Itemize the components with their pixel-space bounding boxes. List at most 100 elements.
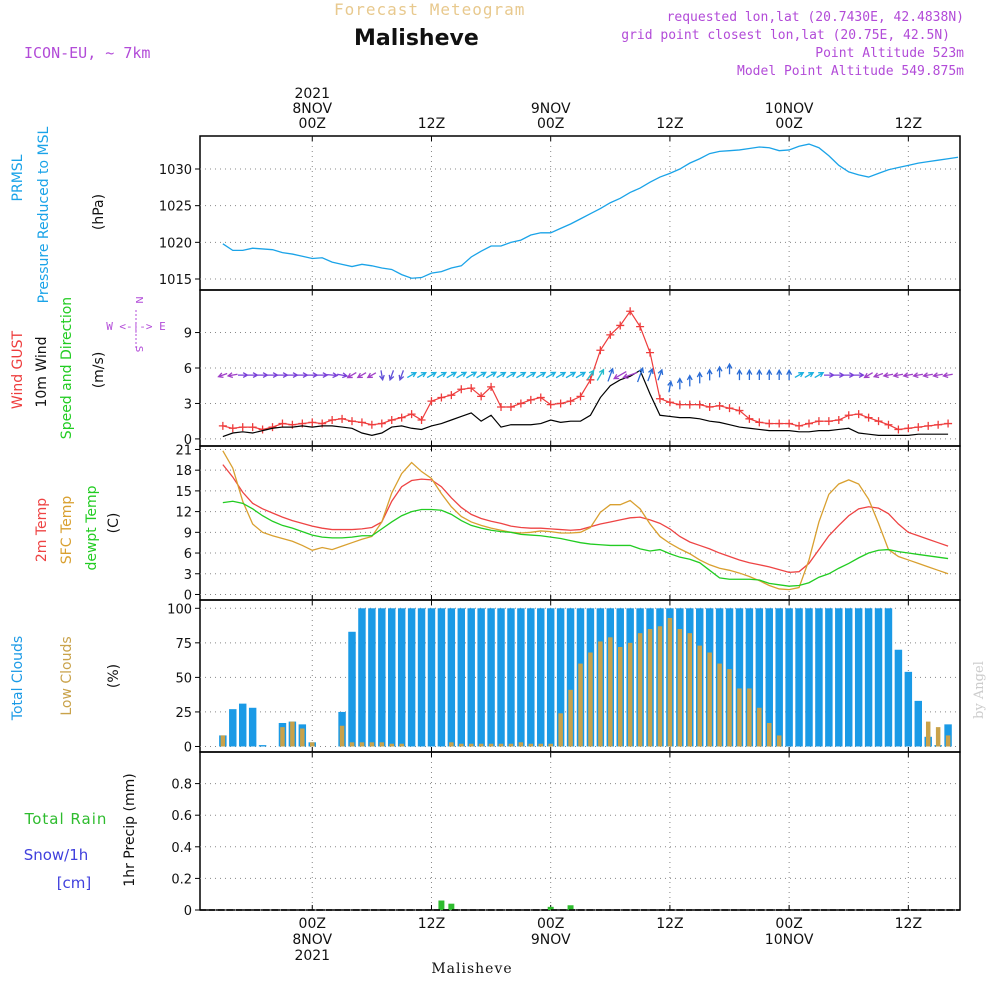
wind-gust-marker [417, 416, 426, 424]
total-clouds-bar [854, 608, 863, 747]
wind-direction-arrow [612, 371, 627, 380]
wind-direction-arrow [307, 372, 319, 379]
top-time-label: 12Z [418, 116, 445, 132]
wind-direction-arrow [398, 370, 405, 382]
low-clouds-bar [488, 743, 494, 747]
pressure-unit-label: (hPa) [91, 194, 107, 230]
top-time-label: 9NOV [531, 101, 571, 117]
point-altitude: Point Altitude 523m [815, 46, 964, 61]
low-clouds-bar [310, 742, 315, 747]
wind-gust-marker [477, 392, 486, 401]
wind-gust-marker [894, 425, 903, 434]
rain-bar [567, 905, 574, 910]
top-time-label: 00Z [775, 116, 802, 132]
low-clouds-bar [687, 633, 693, 747]
wind-gust-marker [745, 414, 754, 423]
wind-gust-marker [844, 411, 853, 420]
wind-direction-arrow [217, 372, 228, 379]
bottom-time-label: 00Z [537, 916, 564, 932]
top-time-label: 2021 [294, 86, 330, 102]
total-clouds-bar [884, 608, 893, 747]
wind-gust-marker [685, 400, 694, 409]
total-clouds-bar [864, 608, 873, 747]
low-clouds-bar [280, 727, 285, 747]
wind-direction-arrow [496, 371, 507, 379]
model-point-altitude: Model Point Altitude 549.875m [737, 64, 964, 79]
wind-direction-arrow [456, 371, 468, 379]
low-clouds-bar [389, 743, 394, 747]
wind-direction-arrow [814, 371, 825, 379]
wind-unit-label: (m/s) [91, 352, 107, 389]
wind-gust-marker [546, 400, 555, 409]
wind-direction-arrow [667, 380, 674, 393]
wind-gust-marker [884, 420, 893, 429]
wind-gust-marker [506, 403, 515, 411]
chart-title: Forecast Meteogram [334, 0, 526, 19]
bottom-time-label: 12Z [418, 916, 445, 932]
total-clouds-bar [914, 700, 922, 747]
total-clouds-bar [775, 608, 783, 747]
y-tick-label: 0 [184, 904, 192, 919]
y-tick-label: 75 [175, 637, 192, 652]
y-tick-label: 1025 [159, 200, 192, 215]
wind-direction-arrow [436, 371, 448, 379]
low-clouds-bar [578, 663, 583, 747]
total-clouds-bar [238, 703, 247, 747]
wind-direction-arrow [297, 372, 309, 379]
panel-frame-precip [199, 751, 961, 911]
total-clouds-bar [765, 608, 773, 747]
wind-gust-marker [357, 418, 366, 427]
wind-direction-arrow [696, 371, 703, 384]
total-clouds-bar [477, 608, 485, 747]
total-clouds-bar [835, 608, 843, 747]
dewpt-line [222, 500, 949, 587]
wind-direction-arrow [657, 368, 664, 381]
wind-gust-marker [824, 417, 833, 426]
y-tick-label: 0 [184, 588, 192, 603]
wind-direction-arrow [426, 371, 438, 379]
low-clouds-bar [727, 669, 732, 747]
wind-direction-arrow [647, 367, 654, 382]
y-tick-label: 0 [184, 433, 192, 448]
wind-gust-marker [705, 403, 714, 411]
total-clouds-bar [735, 608, 744, 747]
wind-direction-arrow [226, 372, 238, 379]
wind-direction-arrow [843, 372, 856, 379]
total-clouds-bar [348, 631, 356, 747]
wind-direction-arrow [746, 368, 753, 381]
total-clouds-bar [229, 709, 237, 747]
total-clouds-bar [537, 608, 545, 747]
top-time-label: 12Z [895, 116, 922, 132]
low-clouds-bar [379, 742, 385, 747]
total-clouds-bar [248, 707, 257, 747]
dewpt-temp-axis-label: dewpt Temp [84, 485, 100, 570]
rain-bar [547, 906, 554, 910]
wind-direction-arrow [853, 372, 865, 379]
total-clouds-bar [487, 608, 495, 747]
y-tick-label: 0.6 [171, 809, 192, 824]
wind-gust-marker [854, 410, 863, 419]
panel-frame-pressure [199, 135, 961, 291]
total-clouds-bar [755, 608, 764, 747]
wind-gust-marker [814, 417, 823, 426]
wind-direction-arrow [565, 371, 577, 379]
wind-direction-arrow [706, 368, 713, 381]
wind-gust-marker [775, 419, 784, 428]
low-clouds-bar [300, 728, 305, 747]
wind-direction-arrow [863, 372, 873, 379]
clouds-unit-label: (%) [106, 664, 122, 688]
y-tick-label: 6 [184, 547, 192, 562]
y-tick-label: 0.4 [171, 841, 192, 856]
low-clouds-bar [349, 742, 355, 747]
y-tick-label: 0 [184, 740, 192, 755]
total-clouds-bar [795, 608, 803, 747]
low-clouds-bar [478, 743, 484, 747]
wind-gust-marker [238, 423, 247, 432]
y-tick-label: 0.2 [171, 872, 192, 887]
wind-direction-arrow [237, 372, 249, 379]
wind-direction-arrow [636, 366, 645, 383]
wind-gust-marker [536, 393, 545, 402]
y-tick-label: 1030 [159, 163, 192, 178]
wind-direction-arrow [833, 372, 846, 379]
wind-gust-marker [646, 348, 655, 357]
